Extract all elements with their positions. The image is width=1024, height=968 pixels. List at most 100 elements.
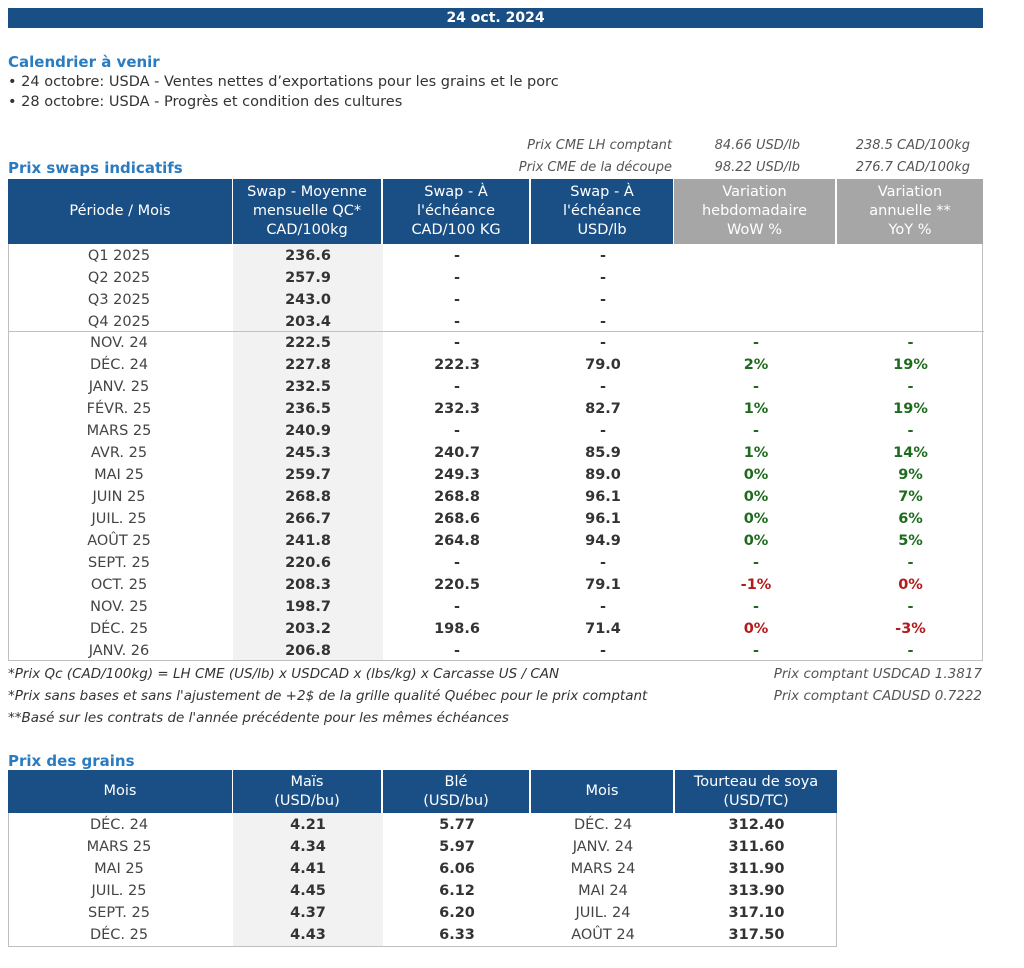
cell-swap: 203.4: [285, 314, 331, 330]
cell-yoy: 14%: [893, 445, 928, 461]
cell-ech1: 264.8: [434, 533, 480, 549]
cell-swap: 268.8: [285, 489, 331, 505]
cell-wow: 1%: [743, 445, 769, 461]
header-mais: Maïs (USD/bu): [233, 770, 381, 813]
grain-row: SEPT. 25 4.37 6.20 JUIL. 24 317.10: [9, 902, 838, 924]
month-row: MAI 25 259.7 249.3 89.0 0% 9%: [9, 464, 984, 486]
month-row: MARS 25 240.9 - - - -: [9, 420, 984, 442]
cell-ech1: 240.7: [434, 445, 480, 461]
cell-m1: DÉC. 25: [89, 927, 149, 943]
swaps-table-body: Q1 2025 236.6 - - Q2 2025 257.9 - - Q3 2025 243.0…: [8, 244, 984, 662]
cell-wow: 0%: [743, 621, 769, 637]
cell-m2: MARS 24: [570, 861, 636, 877]
cell-ech1: 232.3: [434, 401, 480, 417]
cell-swap: 259.7: [285, 467, 331, 483]
quarter-row: Q4 2025 203.4 - -: [9, 311, 984, 333]
cell-yoy: -: [907, 555, 914, 571]
cell-ech2: -: [599, 314, 607, 330]
cell-ech2: -: [599, 292, 607, 308]
grain-row: JUIL. 25 4.45 6.12 MAI 24 313.90: [9, 880, 838, 902]
month-row: JANV. 26 206.8 - - - -: [9, 640, 984, 662]
cell-ble: 6.33: [439, 927, 475, 943]
cell-wow: [675, 245, 837, 267]
cell-swap: 227.8: [285, 357, 331, 373]
cell-ech1: -: [453, 314, 461, 330]
cell-swap: 236.5: [285, 401, 331, 417]
cell-wow: 0%: [743, 467, 769, 483]
month-row: JANV. 25 232.5 - - - -: [9, 376, 984, 398]
month-row: AVR. 25 245.3 240.7 85.9 1% 14%: [9, 442, 984, 464]
cell-ech1: -: [453, 555, 461, 571]
cell-p: AVR. 25: [90, 445, 148, 461]
header-echeance-usd: Swap - À l'échéance USD/lb: [531, 179, 673, 244]
month-row: DÉC. 24 227.8 222.3 79.0 2% 19%: [9, 354, 984, 376]
cell-p: MAI 25: [94, 467, 144, 483]
cell-ech1: -: [453, 423, 461, 439]
cell-wow: -: [752, 379, 760, 395]
cell-soya: 317.10: [728, 905, 785, 921]
month-row: DÉC. 25 203.2 198.6 71.4 0% -3%: [9, 618, 984, 640]
grain-row: MARS 25 4.34 5.97 JANV. 24 311.60: [9, 836, 838, 858]
cell-swap: 203.2: [285, 621, 331, 637]
cell-swap: 257.9: [285, 270, 331, 286]
cell-wow: 0%: [743, 533, 769, 549]
cell-swap: 198.7: [285, 599, 331, 615]
month-row: AOÛT 25 241.8 264.8 94.9 0% 5%: [9, 530, 984, 552]
cell-p: MARS 25: [86, 423, 152, 439]
cell-ech1: -: [453, 599, 461, 615]
cell-ech2: -: [599, 335, 607, 351]
ref-label-lh: Prix CME LH comptant: [527, 138, 672, 153]
cell-wow: 1%: [743, 401, 769, 417]
header-swap-moyenne: Swap - Moyenne mensuelle QC* CAD/100kg: [233, 179, 381, 244]
cell-wow: [675, 289, 837, 311]
cell-p: JUIL. 25: [91, 511, 147, 527]
cell-ech2: 82.7: [585, 401, 621, 417]
cell-mais: 4.37: [290, 905, 326, 921]
cell-soya: 312.40: [728, 817, 785, 833]
cell-yoy: 0%: [898, 577, 923, 593]
ref-lh-cad: 238.5 CAD/100kg: [855, 138, 970, 153]
cell-wow: 2%: [743, 357, 769, 373]
cell-ech2: 85.9: [585, 445, 621, 461]
cell-wow: -: [752, 643, 760, 659]
cell-wow: [675, 311, 837, 333]
header-yoy: Variation annuelle ** YoY %: [837, 179, 983, 244]
cell-ech2: -: [599, 643, 607, 659]
cell-p: OCT. 25: [90, 577, 148, 593]
month-row: SEPT. 25 220.6 - - - -: [9, 552, 984, 574]
cell-m1: MARS 25: [86, 839, 152, 855]
cell-swap: 241.8: [285, 533, 331, 549]
cell-ech1: -: [453, 379, 461, 395]
cell-wow: 0%: [743, 489, 769, 505]
cell-ble: 6.06: [439, 861, 475, 877]
month-row: JUIN 25 268.8 268.8 96.1 0% 7%: [9, 486, 984, 508]
cell-ech2: 79.1: [585, 577, 621, 593]
cell-mais: 4.21: [290, 817, 326, 833]
quarter-separator: [9, 331, 984, 332]
cell-yoy: 19%: [893, 401, 928, 417]
cell-swap: 220.6: [285, 555, 331, 571]
cell-p: FÉVR. 25: [86, 401, 152, 417]
cell-soya: 311.60: [728, 839, 785, 855]
cell-m1: MAI 25: [94, 861, 144, 877]
grain-row: MAI 25 4.41 6.06 MARS 24 311.90: [9, 858, 838, 880]
cell-wow: -: [752, 423, 760, 439]
calendar-item: • 28 octobre: USDA - Progrès et conditio…: [8, 94, 403, 110]
mais-column-shade: [233, 813, 383, 946]
cell-p: DÉC. 25: [89, 621, 149, 637]
cell-m1: SEPT. 25: [88, 905, 150, 921]
cell-p: Q4 2025: [87, 314, 151, 330]
cell-yoy: -3%: [895, 621, 926, 637]
cell-yoy: 19%: [893, 357, 928, 373]
swap-column-shade: [233, 244, 383, 660]
month-row: OCT. 25 208.3 220.5 79.1 -1% 0%: [9, 574, 984, 596]
cell-ech2: -: [599, 555, 607, 571]
cell-swap: 240.9: [285, 423, 331, 439]
cell-mais: 4.45: [290, 883, 326, 899]
month-row: JUIL. 25 266.7 268.6 96.1 0% 6%: [9, 508, 984, 530]
cell-yoy: 6%: [898, 511, 923, 527]
cell-soya: 317.50: [728, 927, 785, 943]
cell-ech2: -: [599, 248, 607, 264]
cell-ech1: -: [453, 643, 461, 659]
month-row: NOV. 24 222.5 - - - -: [9, 332, 984, 354]
